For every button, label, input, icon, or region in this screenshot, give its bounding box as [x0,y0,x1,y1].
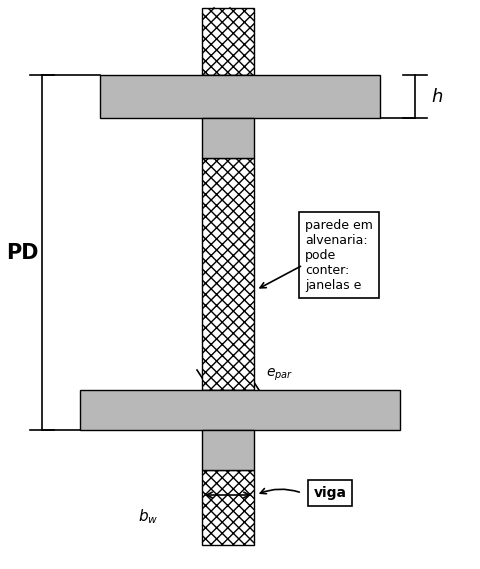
Text: PD: PD [6,242,38,262]
Bar [202,8,254,75]
Text: viga: viga [313,486,347,500]
Bar [202,470,254,545]
Bar [202,75,254,118]
Text: h: h [432,88,443,105]
Text: parede em
alvenaria:
pode
conter:
janelas e: parede em alvenaria: pode conter: janela… [305,218,373,291]
Bar [100,75,380,118]
Bar [202,390,254,430]
Bar [202,158,254,390]
Bar [202,118,254,158]
Bar [202,430,254,470]
Text: $e_{par}$: $e_{par}$ [266,367,293,383]
Text: $b_w$: $b_w$ [138,508,158,526]
Bar [80,390,400,430]
